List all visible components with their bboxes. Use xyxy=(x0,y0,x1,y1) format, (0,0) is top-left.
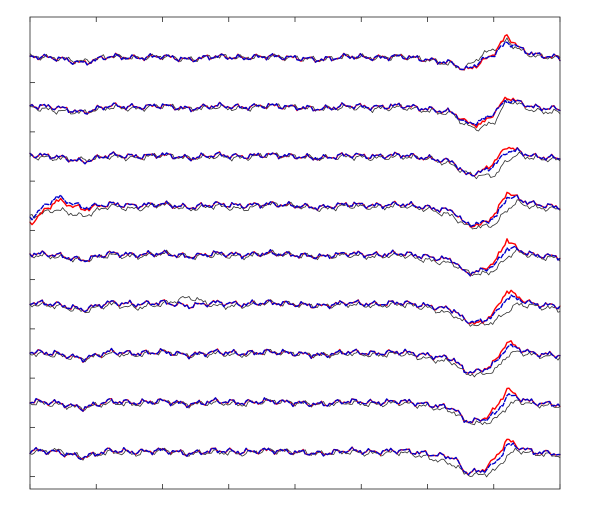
channel-8-reference-line xyxy=(29,398,561,426)
channel-9 xyxy=(29,438,561,478)
channel-8 xyxy=(29,387,561,426)
channel-5-estimate-b-line xyxy=(29,245,561,277)
channel-4 xyxy=(29,191,561,230)
channel-8-estimate-b-line xyxy=(29,393,561,424)
plot-background xyxy=(30,17,560,489)
channel-3-reference-line xyxy=(29,151,561,180)
channel-2 xyxy=(29,96,561,132)
channel-4-reference-line xyxy=(29,199,561,230)
traces-layer xyxy=(29,34,561,478)
channel-9-estimate-b-line xyxy=(29,442,561,476)
channel-4-estimate-b-line xyxy=(29,194,561,228)
channel-9-reference-line xyxy=(29,447,561,478)
channel-3 xyxy=(29,146,561,180)
channel-5 xyxy=(29,238,561,277)
channel-1-estimate-b-line xyxy=(29,41,561,71)
plot-frame xyxy=(29,16,561,490)
channel-6 xyxy=(29,289,561,327)
channel-3-estimate-b-line xyxy=(29,147,561,177)
channel-7 xyxy=(29,340,561,378)
channel-1 xyxy=(29,34,561,71)
channel-6-estimate-b-line xyxy=(29,294,561,324)
channel-2-estimate-b-line xyxy=(29,98,561,126)
channel-7-estimate-b-line xyxy=(29,343,561,374)
